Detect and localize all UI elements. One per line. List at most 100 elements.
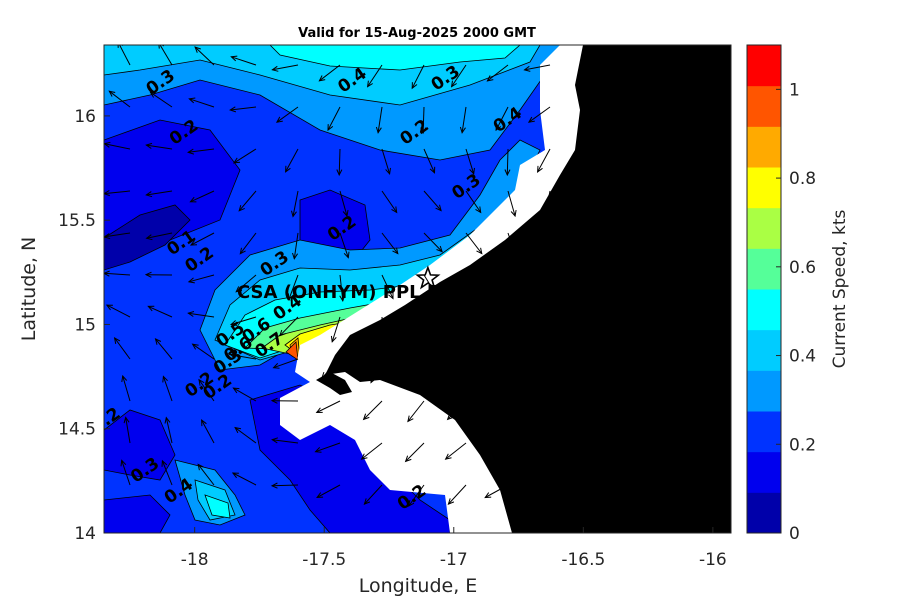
current-arrowhead xyxy=(543,210,549,218)
land-black xyxy=(325,45,731,533)
current-arrow xyxy=(544,190,551,217)
colorbar-band xyxy=(747,126,781,168)
current-arrow xyxy=(239,232,257,255)
current-arrowhead xyxy=(287,293,294,301)
colorbar: 0 0.2 0.4 0.6 0.8 1 xyxy=(746,44,816,544)
current-arrow xyxy=(507,232,517,258)
current-arrow xyxy=(506,148,509,176)
current-arrow xyxy=(445,442,467,460)
current-arrowhead xyxy=(363,498,371,505)
current-arrowhead xyxy=(234,426,242,434)
x-tick-label: -18 xyxy=(181,550,209,570)
current-arrow xyxy=(451,64,467,87)
current-arrow xyxy=(489,358,509,379)
current-arrowhead xyxy=(404,455,412,463)
current-arrow xyxy=(189,98,215,108)
current-arrowhead xyxy=(292,252,299,260)
current-arrow xyxy=(292,190,299,217)
current-arrowhead xyxy=(444,453,452,460)
current-arrow xyxy=(321,358,341,379)
map-title: Valid for 15-Aug-2025 2000 GMT xyxy=(298,26,536,41)
current-arrowhead xyxy=(315,407,323,414)
current-arrow xyxy=(119,45,131,66)
current-arrowhead xyxy=(314,447,322,453)
current-arrowhead xyxy=(321,371,328,379)
current-arrowhead xyxy=(229,106,237,113)
current-arrow xyxy=(104,143,131,150)
current-arrowhead xyxy=(495,124,502,132)
current-arrow xyxy=(150,91,173,108)
current-arrow xyxy=(327,106,341,131)
current-arrow xyxy=(235,274,257,293)
x-axis-ticks: -18 -17.5 -17 -16.5 -16 xyxy=(181,527,727,570)
current-arrowhead xyxy=(271,65,279,72)
current-arrow xyxy=(423,190,442,211)
current-arrowhead xyxy=(511,251,518,259)
current-arrow xyxy=(155,338,173,360)
current-arrowhead xyxy=(447,498,455,505)
current-arrowhead xyxy=(523,65,531,72)
current-arrowhead xyxy=(188,97,196,104)
current-arrow xyxy=(447,400,467,420)
colorbar-tick-label: 0.8 xyxy=(789,169,816,189)
current-arrowhead xyxy=(436,245,443,253)
current-arrowhead xyxy=(272,363,280,369)
current-arrowhead xyxy=(285,165,291,173)
current-arrowhead xyxy=(391,206,398,214)
current-arrowhead xyxy=(198,378,205,386)
current-arrowhead xyxy=(523,437,531,444)
current-arrow xyxy=(339,274,344,301)
y-tick-label: 15 xyxy=(74,315,96,335)
current-arrowhead xyxy=(154,337,162,345)
current-arrowhead xyxy=(370,376,376,384)
current-arrow xyxy=(339,190,348,217)
current-arrowhead xyxy=(411,82,418,90)
current-arrow xyxy=(370,358,383,383)
colorbar-band xyxy=(747,451,781,493)
current-arrowhead xyxy=(275,116,283,123)
colorbar-tick-label: 0.4 xyxy=(789,347,816,367)
current-arrow xyxy=(465,316,468,344)
colorbar-band xyxy=(747,167,781,209)
current-arrow xyxy=(367,64,383,87)
current-arrowhead xyxy=(507,295,514,302)
current-arrowhead xyxy=(231,472,239,479)
current-arrowhead xyxy=(482,447,490,453)
current-arrow xyxy=(104,232,131,238)
current-arrow xyxy=(405,442,425,462)
current-arrowhead xyxy=(233,157,241,164)
current-arrow xyxy=(233,387,257,402)
current-arrow xyxy=(484,484,509,498)
current-arrow xyxy=(454,358,467,383)
current-arrow xyxy=(104,272,131,276)
current-arrowhead xyxy=(475,206,482,214)
current-arrowhead xyxy=(339,295,346,302)
current-arrow xyxy=(161,460,173,486)
current-arrowhead xyxy=(362,413,370,421)
current-arrowhead xyxy=(463,337,470,345)
current-arrow xyxy=(423,232,443,252)
current-arrowhead xyxy=(161,459,168,467)
current-vectors xyxy=(104,45,551,507)
current-arrowhead xyxy=(435,204,442,212)
current-arrowhead xyxy=(197,463,204,471)
current-arrowhead xyxy=(279,329,286,337)
current-arrow xyxy=(230,354,257,360)
current-arrow xyxy=(537,148,551,173)
contour-0.5-north-band xyxy=(269,45,521,71)
current-arrow xyxy=(188,274,215,283)
station-label: CSA (ONHYM) PPL EP xyxy=(237,282,452,303)
current-arrowhead xyxy=(407,415,414,423)
current-arrowhead xyxy=(318,75,326,82)
current-arrow xyxy=(507,190,516,217)
current-arrow xyxy=(364,484,383,505)
current-arrowhead xyxy=(270,397,278,404)
current-arrow xyxy=(272,64,299,71)
current-arrowhead xyxy=(499,335,505,343)
current-arrowhead xyxy=(229,352,237,359)
colorbar-tick-label: 0.6 xyxy=(789,258,816,278)
current-arrow xyxy=(377,106,383,133)
current-arrow xyxy=(408,484,425,507)
y-axis-label: Latitude, N xyxy=(18,237,40,342)
x-tick-label: -16 xyxy=(699,550,727,570)
